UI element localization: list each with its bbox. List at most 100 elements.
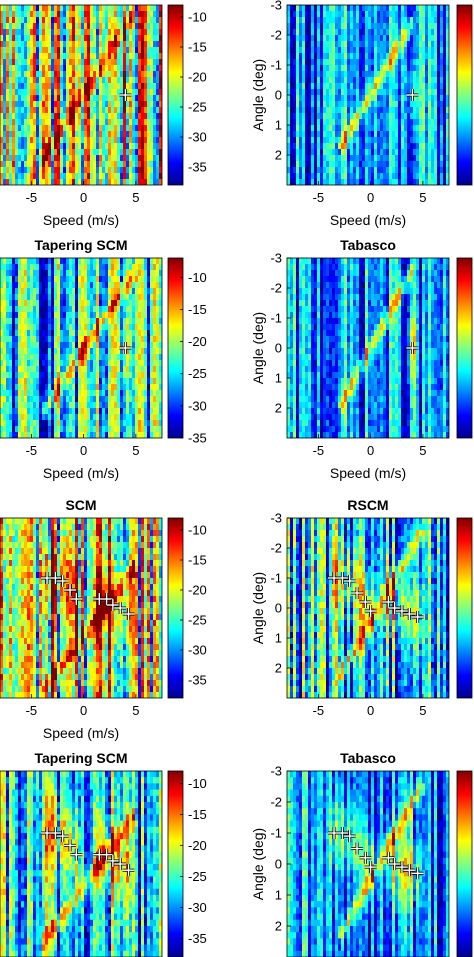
target-marker — [114, 858, 127, 870]
colorbar: -10 -15 -20 -25 -30 -35 — [167, 770, 207, 957]
colorbar — [456, 4, 473, 186]
target-marker — [106, 854, 119, 867]
target-marker — [403, 864, 416, 877]
x-axis-label: Speed (m/s) — [43, 725, 119, 741]
colorbar-tick-label: -25 — [188, 366, 207, 381]
colorbar-gradient — [168, 771, 183, 957]
panel-2: -5 0 5 -3 -2 -1 0 1 2 Speed (m/s) Angle (deg) — [250, 0, 473, 228]
colorbar-tick-label: -30 — [188, 398, 207, 413]
y-tick-label: -3 — [270, 511, 282, 526]
x-tick-label: 0 — [80, 443, 87, 458]
x-tick-label: -5 — [313, 190, 325, 205]
x-tick-label: 0 — [367, 443, 374, 458]
heatmap-image — [287, 771, 449, 957]
colorbar-tick-label: -20 — [188, 838, 207, 853]
y-tick-label: 1 — [275, 631, 282, 646]
target-marker — [388, 858, 401, 870]
target-marker — [122, 864, 135, 877]
y-tick-label: -1 — [270, 826, 282, 841]
target-marker — [351, 842, 364, 855]
y-tick-label: -2 — [270, 281, 282, 296]
target-marker — [56, 575, 69, 587]
y-tick-label: 0 — [275, 341, 282, 356]
y-axis-label: Angle (deg) — [250, 828, 266, 900]
colorbar-frame — [167, 4, 184, 186]
x-tick-label: -5 — [313, 443, 325, 458]
target-marker — [122, 608, 135, 620]
colorbar — [456, 257, 473, 439]
x-tick-label: -5 — [26, 443, 38, 458]
target-marker — [336, 827, 349, 839]
target-marker — [406, 342, 419, 354]
colorbar-tick-label: -20 — [188, 70, 207, 85]
target-marker — [56, 830, 69, 843]
colorbar-gradient — [457, 5, 472, 185]
colorbar-frame — [456, 517, 473, 699]
panel-title: SCM — [65, 497, 96, 513]
x-tick-label: 5 — [419, 443, 426, 458]
colorbar-tick-label: -35 — [188, 431, 207, 446]
colorbar-tick-label: -25 — [188, 100, 207, 115]
x-axis-label: Speed (m/s) — [330, 465, 406, 481]
target-marker — [382, 851, 395, 864]
target-marker — [359, 596, 372, 608]
panel-title: RSCM — [347, 497, 388, 513]
panel-title: Tapering SCM — [34, 237, 127, 253]
y-tick-label: 1 — [275, 371, 282, 386]
panel-title: Tabasco — [340, 237, 396, 253]
colorbar-tick-label: -10 — [188, 10, 207, 25]
colorbar-gradient — [168, 518, 183, 698]
heatmap-image — [0, 771, 162, 957]
heatmap-image — [287, 258, 449, 438]
colorbar-frame — [456, 770, 473, 957]
colorbar-tick-label: -25 — [188, 613, 207, 628]
colorbar — [456, 770, 473, 957]
panel-title: Tabasco — [340, 750, 396, 766]
colorbar-tick-label: -15 — [188, 302, 207, 317]
plot-frame — [0, 4, 163, 186]
colorbar-tick-label: -30 — [188, 643, 207, 658]
colorbar: -10 -15 -20 -25 -30 -35 — [167, 4, 207, 186]
y-tick-label: 2 — [275, 148, 282, 163]
x-tick-label: 0 — [80, 190, 87, 205]
y-axis-label: Angle (deg) — [250, 312, 266, 384]
y-tick-label: 0 — [275, 88, 282, 103]
panel-5: -5 0 5 Speed (m/s) SCM -10 -15 -20 -25 -30 -35 — [0, 497, 207, 741]
panel-4: -5 0 5 -3 -2 -1 0 1 2 Speed (m/s) Angle (deg) Tabas… — [250, 237, 473, 481]
target-marker — [114, 602, 127, 614]
colorbar-tick-label: -35 — [188, 931, 207, 946]
target-marker — [343, 830, 356, 843]
panel-1: -5 0 5 Speed (m/s) -10 -15 -20 -25 -30 -35 — [0, 4, 207, 228]
colorbar-gradient — [168, 258, 183, 438]
colorbar — [456, 517, 473, 699]
y-tick-label: -2 — [270, 541, 282, 556]
colorbar-frame — [456, 257, 473, 439]
target-marker — [70, 593, 83, 605]
colorbar-tick-label: -35 — [188, 673, 207, 688]
target-marker — [119, 342, 132, 354]
x-axis-label: Speed (m/s) — [330, 212, 406, 228]
target-marker — [64, 839, 77, 852]
colorbar-frame — [456, 4, 473, 186]
y-tick-label: 2 — [275, 661, 282, 676]
y-tick-label: 2 — [275, 919, 282, 934]
x-tick-label: 5 — [132, 443, 139, 458]
panel-6: -5 0 5 -3 -2 -1 0 1 2 Angle (deg) RSCM — [250, 497, 473, 718]
x-axis-label: Speed (m/s) — [43, 465, 119, 481]
panel-8: -3 -2 -1 0 1 2 Angle (deg) Tabasco — [250, 750, 473, 957]
target-marker — [119, 89, 132, 101]
y-tick-label: 1 — [275, 888, 282, 903]
target-marker — [336, 572, 349, 584]
colorbar-gradient — [457, 518, 472, 698]
target-marker — [364, 861, 377, 874]
heatmap-image — [0, 5, 162, 185]
colorbar-frame — [167, 517, 184, 699]
y-tick-label: -1 — [270, 58, 282, 73]
plot-frame — [0, 257, 163, 439]
x-tick-label: 5 — [419, 703, 426, 718]
heatmap-image — [287, 518, 449, 698]
target-marker — [395, 605, 408, 617]
colorbar-tick-label: -15 — [188, 40, 207, 55]
